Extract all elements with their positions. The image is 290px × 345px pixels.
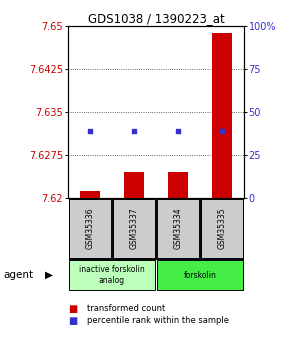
Bar <box>157 199 199 258</box>
Bar <box>124 172 144 198</box>
Point <box>175 128 180 133</box>
Bar <box>69 260 155 290</box>
Text: ■: ■ <box>68 304 77 314</box>
Text: GSM35335: GSM35335 <box>217 208 226 249</box>
Bar <box>80 191 100 198</box>
Text: GSM35336: GSM35336 <box>86 208 95 249</box>
Text: forskolin: forskolin <box>183 270 216 280</box>
Text: agent: agent <box>3 270 33 280</box>
Title: GDS1038 / 1390223_at: GDS1038 / 1390223_at <box>88 12 224 25</box>
Text: ▶: ▶ <box>45 270 53 280</box>
Text: percentile rank within the sample: percentile rank within the sample <box>87 316 229 325</box>
Text: GSM35334: GSM35334 <box>173 208 182 249</box>
Point <box>132 128 136 133</box>
Bar <box>212 33 231 198</box>
Text: GSM35337: GSM35337 <box>129 208 138 249</box>
Point <box>219 128 224 133</box>
Bar <box>69 199 111 258</box>
Point <box>88 128 93 133</box>
Text: transformed count: transformed count <box>87 304 165 313</box>
Bar <box>201 199 243 258</box>
Text: ■: ■ <box>68 316 77 326</box>
Bar <box>113 199 155 258</box>
Bar <box>168 172 188 198</box>
Bar <box>157 260 243 290</box>
Text: inactive forskolin
analog: inactive forskolin analog <box>79 265 145 285</box>
